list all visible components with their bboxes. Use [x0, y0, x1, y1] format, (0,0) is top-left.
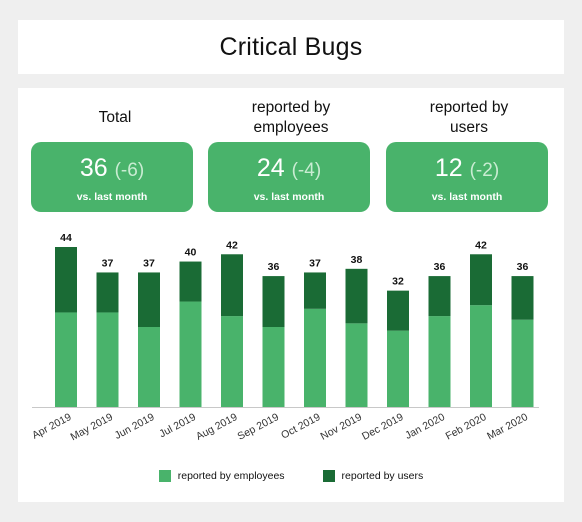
bar-employees-4 — [221, 316, 243, 407]
data-label-7: 38 — [351, 254, 363, 266]
bar-employees-8 — [387, 330, 409, 407]
x-tick-label-2: Jun 2019 — [113, 411, 157, 442]
kpi-title-total: Total — [30, 108, 200, 128]
bar-employees-3 — [179, 301, 202, 407]
x-tick-label-10: Feb 2020 — [444, 411, 489, 443]
bar-employees-2 — [138, 327, 160, 407]
header-card: Critical Bugs — [18, 20, 564, 74]
legend-swatch-users — [322, 470, 335, 482]
x-tick-label-5: Sep 2019 — [236, 411, 281, 443]
legend-item-users: reported by users — [322, 470, 424, 482]
kpi-subtitle: vs. last month — [253, 191, 325, 203]
bar-users-0 — [55, 247, 77, 313]
kpi-card-users: 12 (-2) vs. last month — [386, 142, 548, 212]
bar-users-11 — [511, 276, 534, 320]
kpi-subtitle: vs. last month — [431, 191, 503, 203]
data-label-10: 42 — [475, 239, 487, 251]
data-label-1: 37 — [102, 257, 114, 269]
bar-employees-1 — [96, 312, 119, 407]
kpi-title-total-text: Total — [98, 109, 132, 126]
kpi-value-row: 36 (-6) — [31, 154, 193, 185]
bar-users-6 — [304, 272, 326, 309]
kpi-title-users: reported by users — [384, 98, 554, 138]
bar-users-2 — [138, 272, 160, 327]
legend-label-employees: reported by employees — [177, 470, 285, 482]
x-tick-label-7: Nov 2019 — [319, 411, 364, 443]
bar-employees-9 — [428, 316, 451, 407]
kpi-title-users-line1: reported by — [429, 99, 509, 116]
bar-users-7 — [345, 268, 368, 324]
x-tick-label-6: Oct 2019 — [279, 411, 322, 442]
kpi-value: 12 — [434, 154, 463, 182]
bar-users-4 — [221, 254, 243, 317]
kpi-title-users-line2: users — [450, 119, 488, 136]
kpi-delta: (-4) — [291, 160, 322, 181]
page-title: Critical Bugs — [219, 32, 363, 61]
data-label-6: 37 — [309, 257, 321, 269]
bar-employees-7 — [345, 323, 368, 407]
bar-employees-6 — [304, 308, 326, 407]
data-label-5: 36 — [268, 261, 280, 273]
bar-users-1 — [96, 272, 119, 313]
x-tick-label-11: Mar 2020 — [485, 411, 530, 442]
legend-item-employees: reported by employees — [158, 470, 285, 482]
kpi-title-employees-line2: employees — [253, 119, 329, 136]
bar-users-5 — [262, 276, 285, 327]
chart-legend: reported by employees reported by users — [18, 470, 564, 482]
kpi-value: 36 — [79, 154, 108, 182]
x-tick-label-4: Aug 2019 — [194, 411, 239, 443]
bar-employees-11 — [511, 319, 534, 407]
bar-users-3 — [179, 261, 202, 302]
data-label-11: 36 — [517, 261, 529, 273]
kpi-value-row: 24 (-4) — [208, 154, 370, 185]
bar-employees-0 — [55, 312, 77, 407]
legend-swatch-employees — [158, 470, 171, 482]
kpi-title-employees: reported by employees — [206, 98, 376, 138]
bar-employees-5 — [262, 327, 285, 407]
kpi-delta: (-6) — [114, 160, 145, 181]
kpi-title-employees-line1: reported by — [251, 99, 331, 116]
x-tick-label-0: Apr 2019 — [30, 411, 73, 442]
x-tick-label-8: Dec 2019 — [360, 411, 405, 443]
x-tick-label-3: Jul 2019 — [157, 411, 198, 440]
bar-users-9 — [428, 276, 451, 317]
kpi-subtitle: vs. last month — [76, 191, 148, 203]
x-tick-label-9: Jan 2020 — [403, 411, 447, 442]
data-label-8: 32 — [392, 276, 404, 288]
chart-card: Total reported by employees reported by … — [18, 88, 564, 502]
bar-users-10 — [470, 254, 492, 306]
x-tick-label-1: May 2019 — [69, 411, 115, 443]
data-label-3: 40 — [185, 247, 197, 259]
bar-employees-10 — [470, 305, 492, 407]
bar-users-8 — [387, 290, 409, 331]
data-label-9: 36 — [434, 261, 446, 273]
legend-label-users: reported by users — [341, 470, 424, 482]
stacked-bar-chart: 44 Apr 2019 37 May 2019 37 Jun 2019 40 Jul 2019… — [30, 232, 539, 443]
kpi-value: 24 — [256, 154, 285, 182]
kpi-delta: (-2) — [469, 160, 500, 181]
data-label-0: 44 — [60, 232, 72, 244]
kpi-card-total: 36 (-6) vs. last month — [31, 142, 193, 212]
data-label-2: 37 — [143, 257, 155, 269]
kpi-card-employees: 24 (-4) vs. last month — [208, 142, 370, 212]
data-label-4: 42 — [226, 239, 238, 251]
kpi-value-row: 12 (-2) — [386, 154, 548, 185]
